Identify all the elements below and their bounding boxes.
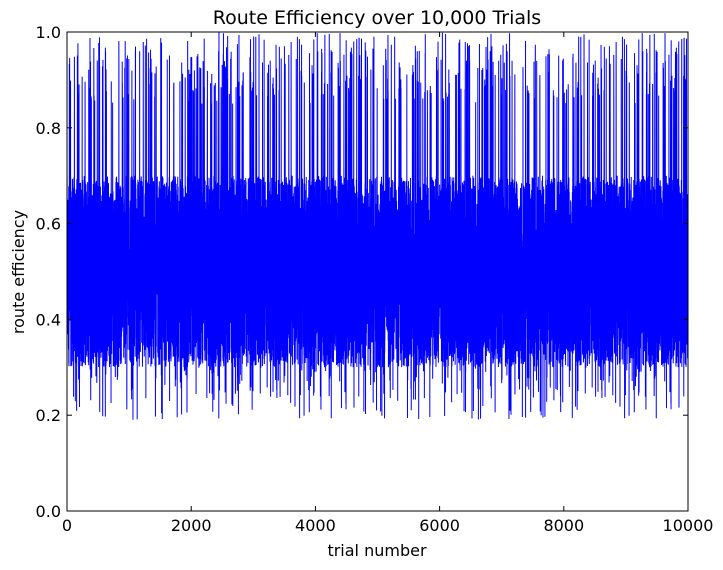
x-tick-label: 4000 bbox=[295, 516, 336, 535]
series-line-route-efficiency bbox=[66, 32, 689, 420]
y-axis-label: route efficiency bbox=[9, 210, 28, 334]
y-tick-label: 0.6 bbox=[36, 215, 61, 234]
y-tick-label: 0.4 bbox=[36, 310, 61, 329]
x-tick-label: 0 bbox=[62, 516, 72, 535]
chart-title: Route Efficiency over 10,000 Trials bbox=[213, 7, 541, 29]
x-tick-label: 10000 bbox=[663, 516, 714, 535]
y-tick-label: 0.0 bbox=[36, 502, 61, 521]
y-tick-label: 0.8 bbox=[36, 119, 61, 138]
x-tick-label: 2000 bbox=[171, 516, 212, 535]
x-tick-label: 6000 bbox=[419, 516, 460, 535]
y-tick-label: 0.2 bbox=[36, 406, 61, 425]
y-axis-ticks: 0.0 0.2 0.4 0.6 0.8 1.0 bbox=[36, 23, 688, 521]
y-tick-label: 1.0 bbox=[36, 23, 61, 42]
plot-frame bbox=[66, 31, 689, 512]
x-axis-label: trial number bbox=[327, 541, 427, 560]
plot-area bbox=[66, 32, 689, 420]
x-tick-label: 8000 bbox=[543, 516, 584, 535]
x-axis-ticks: 0 2000 4000 6000 8000 10000 bbox=[62, 32, 714, 535]
